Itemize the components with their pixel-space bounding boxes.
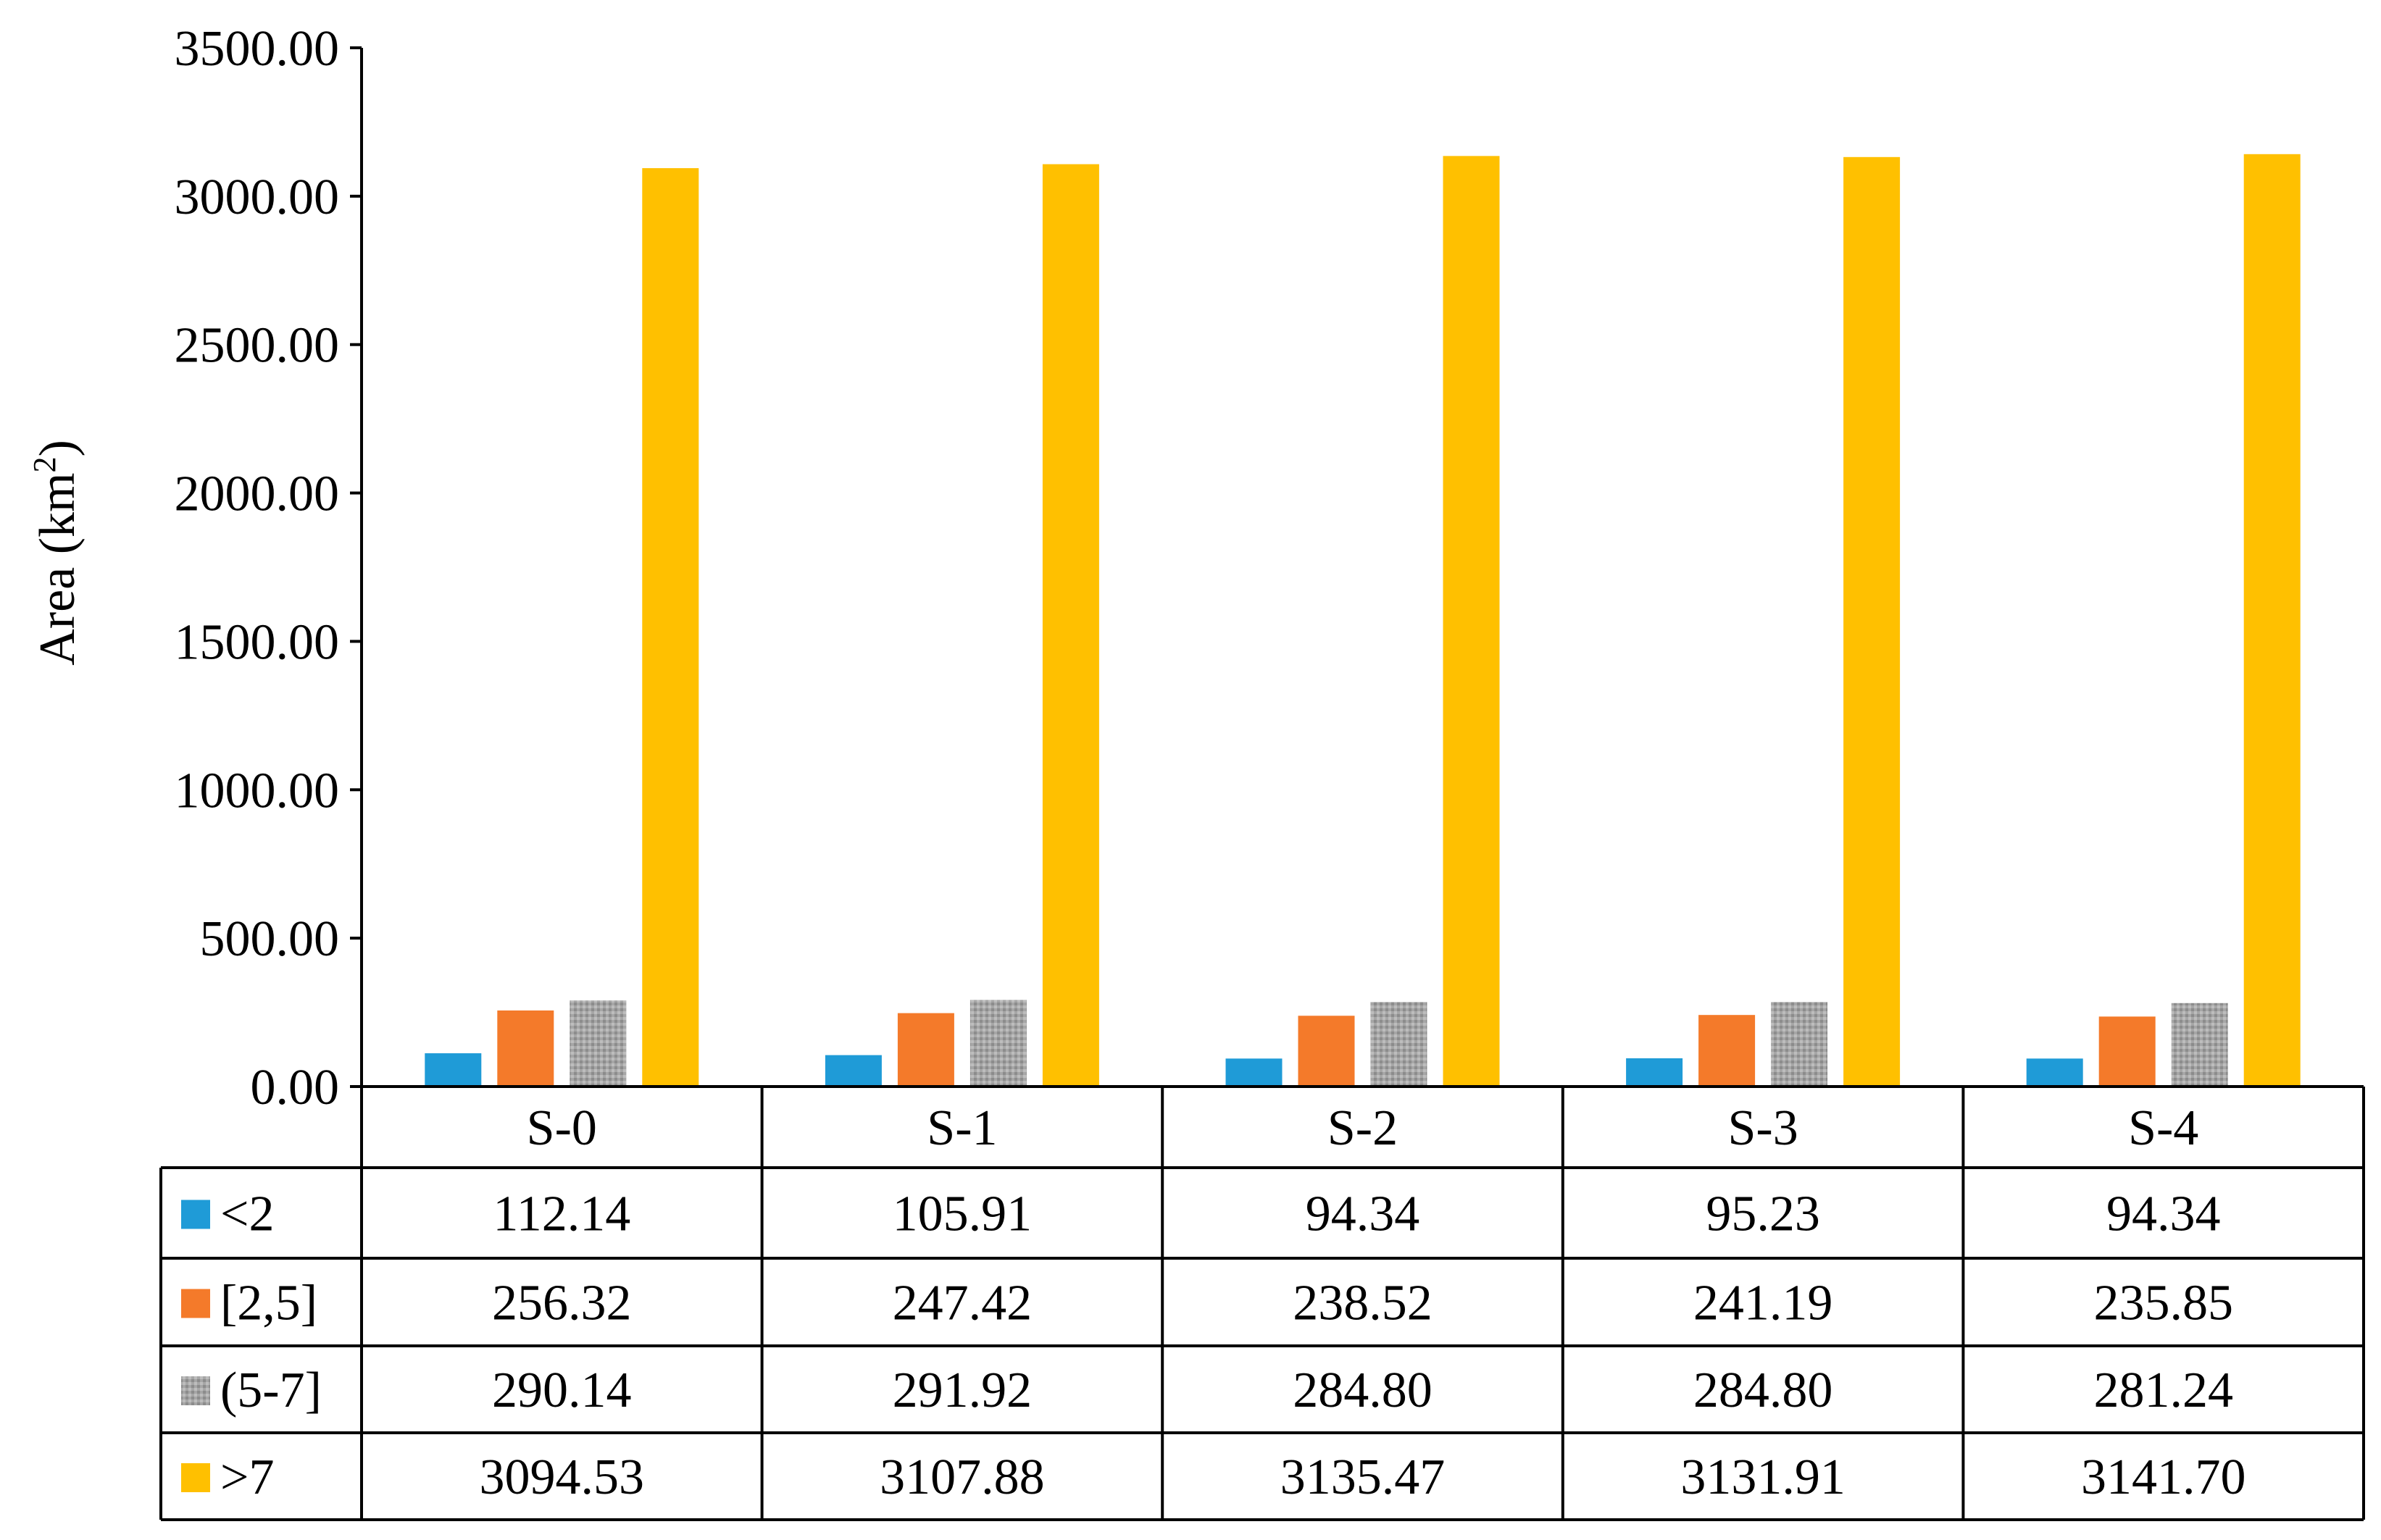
- legend-swatch: [181, 1376, 210, 1405]
- y-tick-label: 2000.00: [175, 466, 340, 522]
- data-label: 256.32: [492, 1276, 632, 1331]
- bar-s-4-series-0: [2026, 1058, 2083, 1087]
- y-tick-label: 500.00: [200, 911, 340, 967]
- category-label: S-2: [1327, 1100, 1398, 1156]
- data-label: 3135.47: [1280, 1449, 1446, 1505]
- y-axis-title: Area (km2): [27, 440, 86, 666]
- data-label: 247.42: [893, 1276, 1033, 1331]
- bar-s-4-series-2: [2171, 1003, 2228, 1087]
- category-label: S-0: [527, 1100, 597, 1156]
- legend-swatch: [181, 1289, 210, 1318]
- bar-s-1-series-2: [970, 1000, 1027, 1087]
- data-label: 241.19: [1693, 1276, 1833, 1331]
- data-label: 3094.53: [480, 1449, 645, 1505]
- category-label: S-4: [2128, 1100, 2198, 1156]
- data-label: 94.34: [2106, 1187, 2221, 1242]
- y-tick-label: 1000.00: [175, 763, 340, 819]
- bar-s-0-series-0: [425, 1053, 482, 1087]
- legend-label: <2: [220, 1187, 274, 1242]
- bar-s-2-series-0: [1225, 1058, 1283, 1087]
- data-label: 284.80: [1693, 1363, 1833, 1418]
- bar-marks: [425, 154, 2301, 1087]
- bar-s-2-series-3: [1443, 156, 1500, 1087]
- data-label: 235.85: [2093, 1276, 2233, 1331]
- legend-label: [2,5]: [220, 1276, 317, 1331]
- legend-label: >7: [220, 1449, 274, 1505]
- data-label: 281.24: [2093, 1363, 2233, 1418]
- data-label: 95.23: [1706, 1187, 1820, 1242]
- category-label: S-1: [927, 1100, 997, 1156]
- bar-s-1-series-3: [1042, 164, 1099, 1087]
- y-tick-label: 2500.00: [175, 318, 340, 374]
- y-axis-title-close: ): [30, 440, 86, 456]
- bar-s-1-series-1: [897, 1013, 954, 1087]
- bar-s-4-series-1: [2098, 1016, 2156, 1087]
- bar-s-0-series-1: [497, 1010, 554, 1087]
- y-tick-label: 0.00: [251, 1060, 340, 1116]
- legend-swatch: [181, 1463, 210, 1492]
- data-label: 284.80: [1293, 1363, 1433, 1418]
- data-label: 238.52: [1293, 1276, 1433, 1331]
- data-label: 112.14: [493, 1187, 630, 1242]
- bar-s-2-series-1: [1298, 1016, 1355, 1087]
- bar-s-2-series-2: [1370, 1002, 1427, 1087]
- bar-s-3-series-2: [1771, 1002, 1828, 1087]
- category-label: S-3: [1727, 1100, 1798, 1156]
- y-axis-title-main: Area (km: [30, 473, 86, 666]
- y-tick-label: 3500.00: [175, 21, 340, 77]
- y-axis-title-superscript: 2: [27, 457, 62, 473]
- data-label: 105.91: [893, 1187, 1033, 1242]
- data-label: 3107.88: [880, 1449, 1045, 1505]
- y-tick-label: 1500.00: [175, 614, 340, 670]
- bar-s-3-series-1: [1698, 1015, 1756, 1087]
- bar-s-0-series-2: [570, 1000, 627, 1087]
- legend-label: (5-7]: [220, 1363, 322, 1418]
- bar-s-3-series-0: [1626, 1058, 1683, 1087]
- y-axis-ticks: 0.00 500.00 1000.00 1500.00 2000.00 2500.00 30…: [175, 21, 362, 1116]
- bar-s-0-series-3: [642, 168, 699, 1087]
- bar-s-1-series-0: [825, 1055, 882, 1087]
- data-label: 290.14: [492, 1363, 632, 1418]
- data-label: 94.34: [1306, 1187, 1420, 1242]
- data-label: 3131.91: [1680, 1449, 1846, 1505]
- y-tick-label: 3000.00: [175, 170, 340, 225]
- data-table: S-0 S-1 S-2 S-3 S-4 <2 112.14 105.91 94.34 95.23 9…: [159, 1085, 2365, 1521]
- data-label: 3141.70: [2081, 1449, 2246, 1505]
- bar-s-3-series-3: [1843, 156, 1901, 1087]
- data-label: 291.92: [893, 1363, 1033, 1418]
- bar-s-4-series-3: [2243, 154, 2301, 1087]
- legend-swatch: [181, 1200, 210, 1229]
